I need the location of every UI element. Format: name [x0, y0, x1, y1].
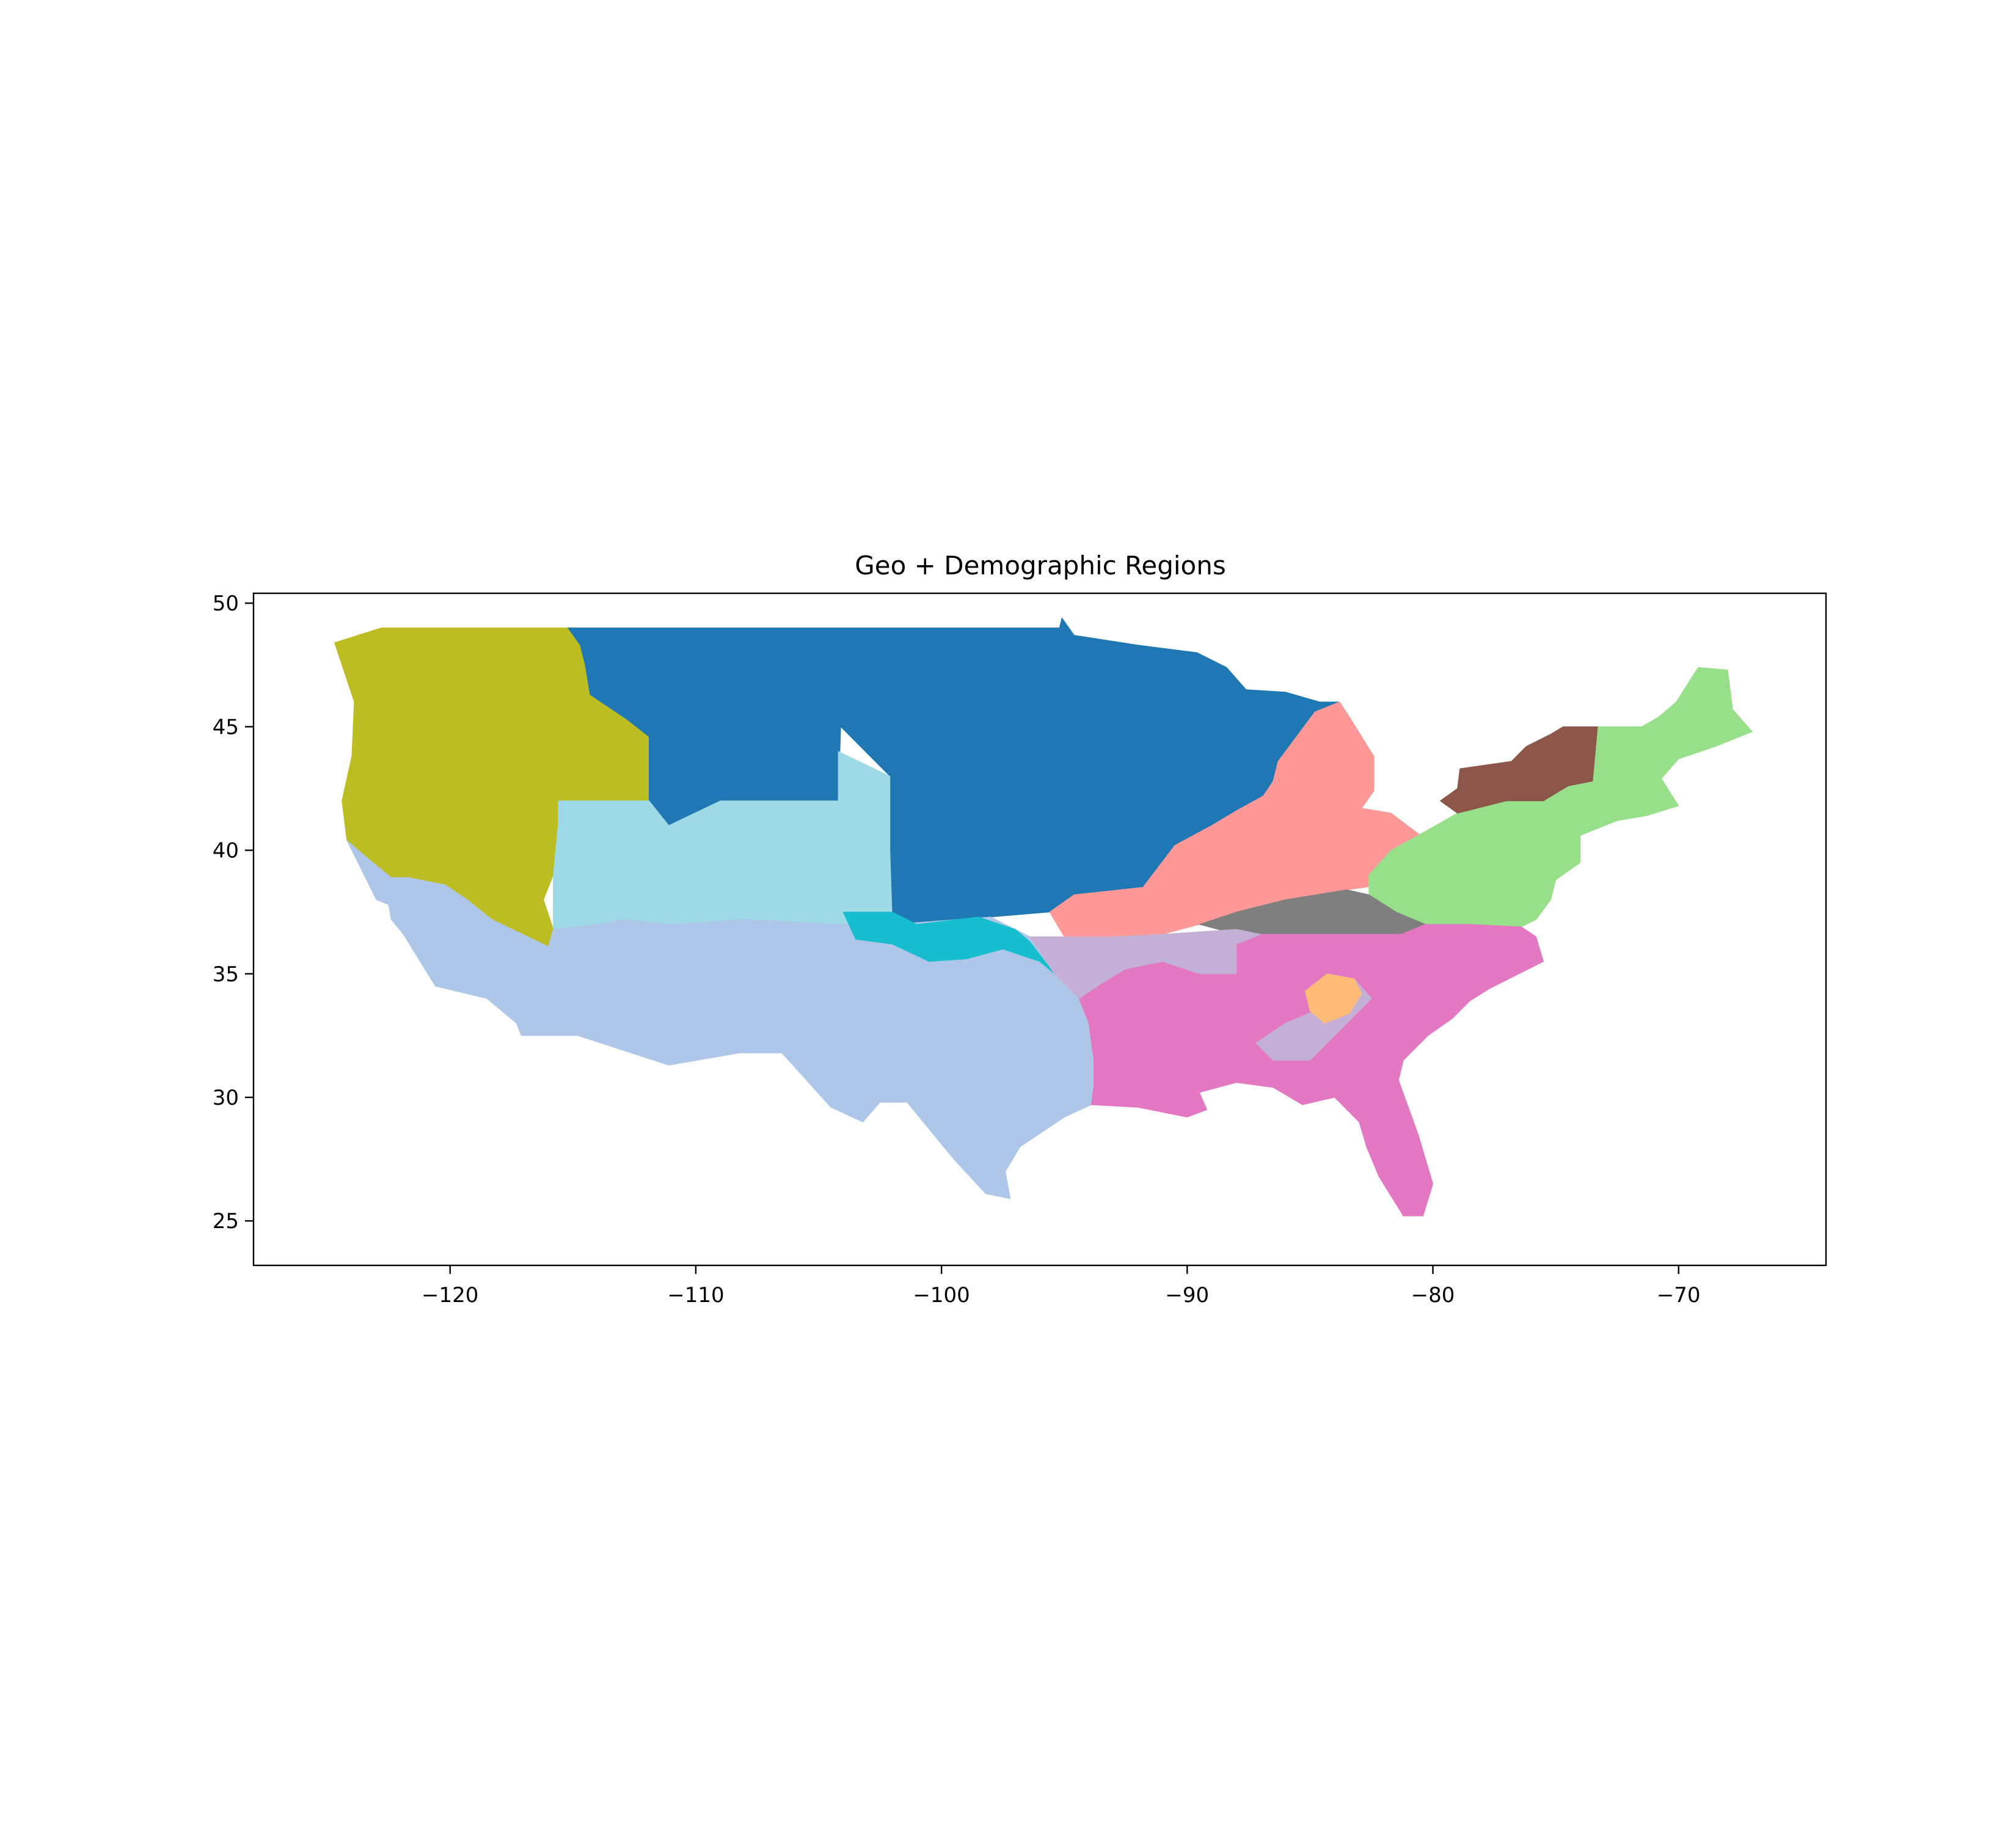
x-axis: −120 −110 −100 −90 −80 −70 — [422, 1265, 1701, 1308]
regions-layer — [334, 617, 1753, 1217]
y-axis: 25 30 35 40 45 50 — [213, 591, 254, 1234]
region-mid-atlantic-new-england — [1368, 667, 1753, 927]
region-shape-mid-atlantic-new-england — [1368, 667, 1753, 927]
x-tick-label: −120 — [422, 1283, 478, 1308]
chart-title: Geo + Demographic Regions — [855, 551, 1225, 580]
region-atlanta-metro — [1304, 973, 1362, 1024]
region-shape-upstate-new-york — [1439, 726, 1598, 814]
x-tick-label: −90 — [1165, 1283, 1209, 1308]
y-tick-label: 25 — [213, 1209, 239, 1234]
region-shape-south-central-pockets — [1029, 929, 1262, 999]
region-shape-southern-plains — [842, 912, 1055, 975]
y-tick-label: 40 — [213, 839, 239, 863]
region-upstate-new-york — [1439, 726, 1598, 814]
y-tick-label: 50 — [213, 591, 239, 616]
axes-frame — [252, 592, 1827, 1267]
y-tick-label: 30 — [213, 1086, 239, 1110]
y-tick-label: 35 — [213, 962, 239, 987]
x-tick-label: −70 — [1657, 1283, 1701, 1308]
x-tick-label: −80 — [1411, 1283, 1455, 1308]
y-tick-label: 45 — [213, 715, 239, 739]
x-tick-label: −100 — [913, 1283, 970, 1308]
region-southern-plains — [842, 912, 1055, 975]
region-shape-atlanta-metro — [1304, 973, 1362, 1024]
x-tick-label: −110 — [667, 1283, 724, 1308]
